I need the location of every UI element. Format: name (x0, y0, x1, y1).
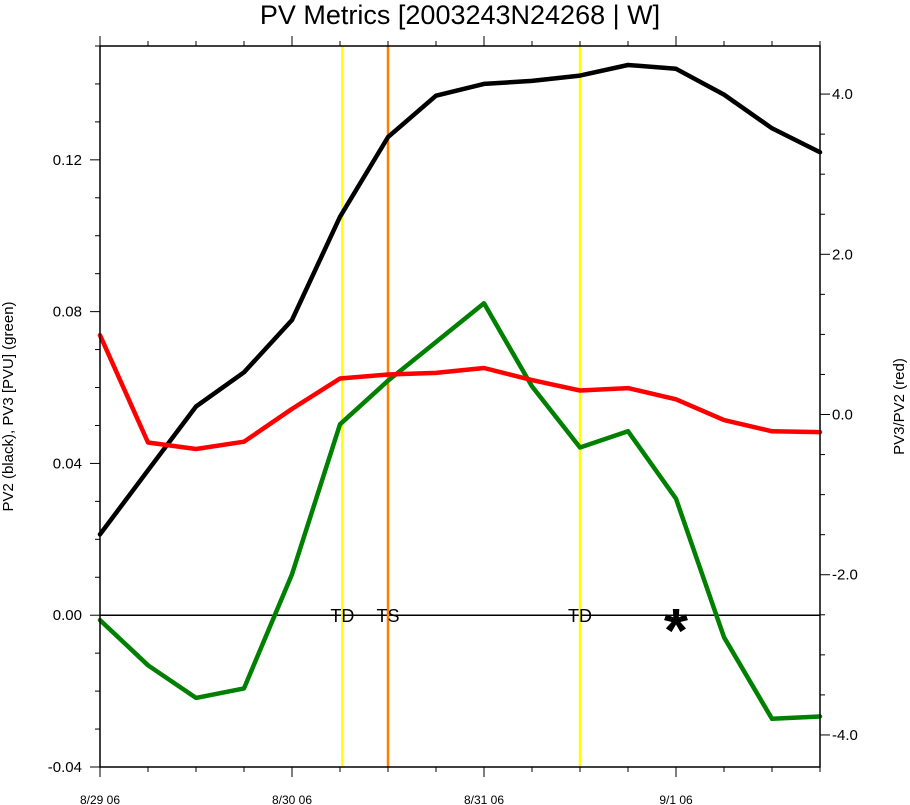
y-left-tick-label-0: -0.04 (48, 759, 82, 776)
y-right-tick-label-2: 0.0 (832, 407, 853, 424)
x-tick-label-2: 8/31 06 (464, 793, 504, 805)
y-axis-label-right: PV3/PV2 (red) (891, 358, 908, 455)
plot-frame (99, 45, 821, 768)
series-line-1 (97, 301, 823, 722)
x-tick-label-0: 8/29 06 (80, 793, 120, 805)
marker-star: * (664, 597, 689, 666)
y-right-tick-label-4: 4.0 (832, 86, 853, 103)
y-left-tick-label-3: 0.08 (53, 304, 82, 321)
series-line-0 (97, 62, 823, 537)
event-label-0: TD (330, 606, 354, 626)
plot-content: TD TS TD * (97, 46, 823, 767)
y-left-tick-label-1: 0.00 (53, 607, 82, 624)
y-right-tick-label-1: -2.0 (832, 567, 858, 584)
series-line-2 (97, 332, 823, 452)
x-tick-label-3: 9/1 06 (659, 793, 693, 805)
y-axis-label-left: PV2 (black), PV3 [PVU] (green) (0, 301, 17, 511)
y-right-tick-label-0: -4.0 (832, 727, 858, 744)
event-label-2: TD (568, 606, 592, 626)
axes-layer: 8/29 06 8/30 06 8/31 06 9/1 06-0.040.000.04… (48, 36, 858, 805)
y-left-tick-label-2: 0.04 (53, 455, 82, 472)
chart-title: PV Metrics [2003243N24268 | W] (260, 0, 660, 30)
y-right-tick-label-3: 2.0 (832, 246, 853, 263)
y-left-tick-label-4: 0.12 (53, 152, 82, 169)
event-label-1: TS (376, 606, 399, 626)
x-tick-label-1: 8/30 06 (272, 793, 312, 805)
